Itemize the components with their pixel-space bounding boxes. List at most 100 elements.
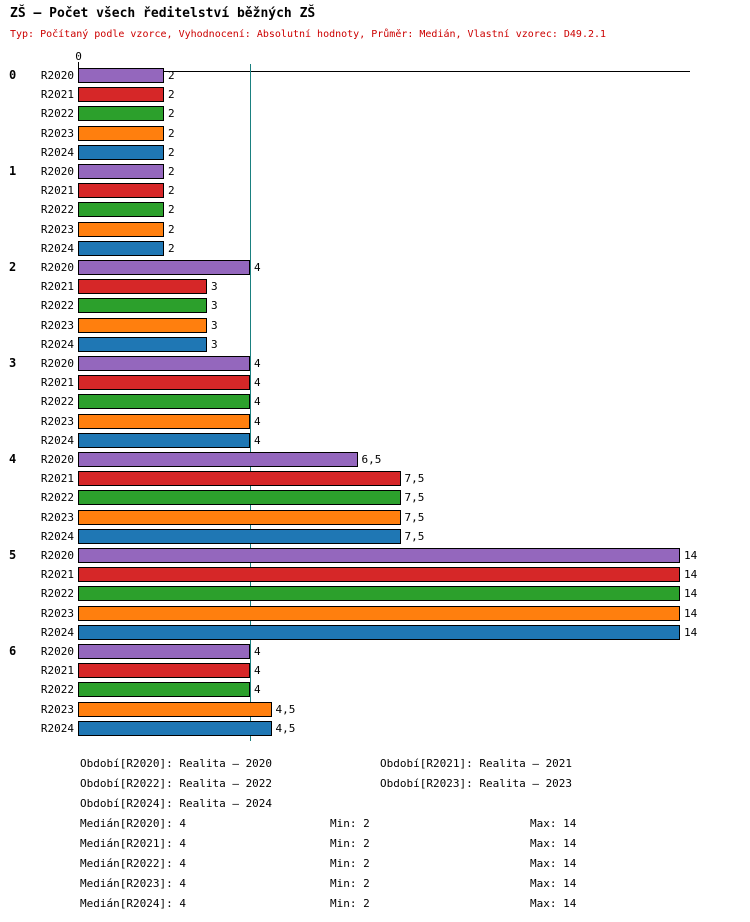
value-label-R2024-group-0: 2 [168,145,175,159]
value-label-R2022-group-1: 2 [168,203,175,217]
series-label-R2020: R2020 [40,261,74,274]
footer-max-r2021: Max: 14 [530,837,577,850]
value-label-R2020-group-0: 2 [168,69,175,82]
bar-R2023-group-0 [78,125,164,141]
series-label-R2024: R2024 [40,145,74,159]
bar-R2024-group-3 [78,432,250,448]
group-label-4: 4 [9,452,17,466]
bar-R2022-group-1 [78,202,164,218]
value-label-R2020-group-6: 4 [254,645,261,658]
value-label-R2020-group-2: 4 [254,261,261,274]
series-label-R2021: R2021 [40,472,74,486]
value-label-R2024-group-3: 4 [254,433,261,447]
bar-R2021-group-0 [78,87,164,103]
series-label-R2022: R2022 [40,683,74,697]
series-label-R2021: R2021 [40,280,74,294]
value-label-R2020-group-5: 14 [684,549,698,562]
bar-R2020-group-0 [78,68,164,83]
series-label-R2022: R2022 [40,203,74,217]
value-label-R2022-group-3: 4 [254,395,261,409]
value-label-R2024-group-6: 4,5 [275,721,296,735]
group-label-0: 0 [9,68,17,82]
footer-min-r2022: Min: 2 [330,857,370,870]
footer-max-r2020: Max: 14 [530,817,577,830]
value-label-R2020-group-3: 4 [254,357,261,370]
axis-top-line [78,71,690,72]
bar-R2022-group-4 [78,490,401,506]
series-label-R2024: R2024 [40,625,74,639]
bar-R2021-group-2 [78,279,207,295]
bar-R2024-group-1 [78,240,164,256]
value-label-R2021-group-4: 7,5 [404,472,425,486]
bar-R2020-group-3 [78,356,250,371]
series-label-R2023: R2023 [40,318,74,332]
series-label-R2021: R2021 [40,88,74,102]
footer-min-r2024: Min: 2 [330,897,370,910]
value-label-R2022-group-2: 3 [211,299,218,313]
bar-R2021-group-6 [78,663,250,679]
axis-zero-tick [78,62,79,71]
value-label-R2023-group-4: 7,5 [404,510,425,524]
series-label-R2024: R2024 [40,721,74,735]
series-label-R2020: R2020 [40,453,74,466]
series-label-R2024: R2024 [40,529,74,543]
value-label-R2020-group-1: 2 [168,165,175,178]
group-label-5: 5 [9,548,17,562]
bar-R2021-group-3 [78,375,250,391]
value-label-R2023-group-3: 4 [254,414,261,428]
series-label-R2023: R2023 [40,414,74,428]
bar-R2023-group-1 [78,221,164,237]
bar-R2020-group-4 [78,452,358,467]
series-label-R2023: R2023 [40,126,74,140]
series-label-R2021: R2021 [40,376,74,390]
bar-R2024-group-2 [78,336,207,352]
series-label-R2022: R2022 [40,299,74,313]
value-label-R2024-group-1: 2 [168,241,175,255]
footer-median-r2022: Medián[R2022]: 4 [80,857,186,870]
value-label-R2023-group-0: 2 [168,126,175,140]
value-label-R2020-group-4: 6,5 [361,453,382,466]
bar-R2024-group-6 [78,720,272,736]
bar-R2024-group-5 [78,624,680,640]
series-label-R2024: R2024 [40,337,74,351]
value-label-R2022-group-5: 14 [684,587,698,601]
value-label-R2021-group-3: 4 [254,376,261,390]
bar-R2021-group-5 [78,567,680,583]
value-label-R2022-group-0: 2 [168,107,175,121]
value-label-R2022-group-4: 7,5 [404,491,425,505]
value-label-R2023-group-5: 14 [684,606,698,620]
bar-R2023-group-6 [78,701,272,717]
series-label-R2021: R2021 [40,664,74,678]
chart-subtitle: Typ: Počítaný podle vzorce, Vyhodnocení:… [10,29,607,40]
bar-R2022-group-2 [78,298,207,314]
bar-R2023-group-5 [78,605,680,621]
bar-R2024-group-4 [78,528,401,544]
bar-R2022-group-3 [78,394,250,410]
value-label-R2023-group-1: 2 [168,222,175,236]
bar-R2021-group-4 [78,471,401,487]
bar-R2024-group-0 [78,144,164,160]
footer-period-r2022: Období[R2022]: Realita – 2022 [80,777,273,790]
series-label-R2020: R2020 [40,645,74,658]
bar-R2020-group-2 [78,260,250,275]
group-label-1: 1 [9,164,17,178]
bar-R2022-group-0 [78,106,164,122]
series-label-R2024: R2024 [40,241,74,255]
bar-R2022-group-6 [78,682,250,698]
footer-period-r2020: Období[R2020]: Realita – 2020 [80,757,273,770]
series-label-R2024: R2024 [40,433,74,447]
bar-R2020-group-1 [78,164,164,179]
footer-period-r2024: Období[R2024]: Realita – 2024 [80,797,273,810]
series-label-R2023: R2023 [40,510,74,524]
footer-median-r2023: Medián[R2023]: 4 [80,877,186,890]
series-label-R2021: R2021 [40,184,74,198]
bar-R2022-group-5 [78,586,680,602]
group-label-6: 6 [9,644,17,658]
value-label-R2022-group-6: 4 [254,683,261,697]
footer-min-r2020: Min: 2 [330,817,370,830]
bar-R2023-group-2 [78,317,207,333]
series-label-R2022: R2022 [40,587,74,601]
footer-max-r2023: Max: 14 [530,877,577,890]
bar-R2020-group-6 [78,644,250,659]
